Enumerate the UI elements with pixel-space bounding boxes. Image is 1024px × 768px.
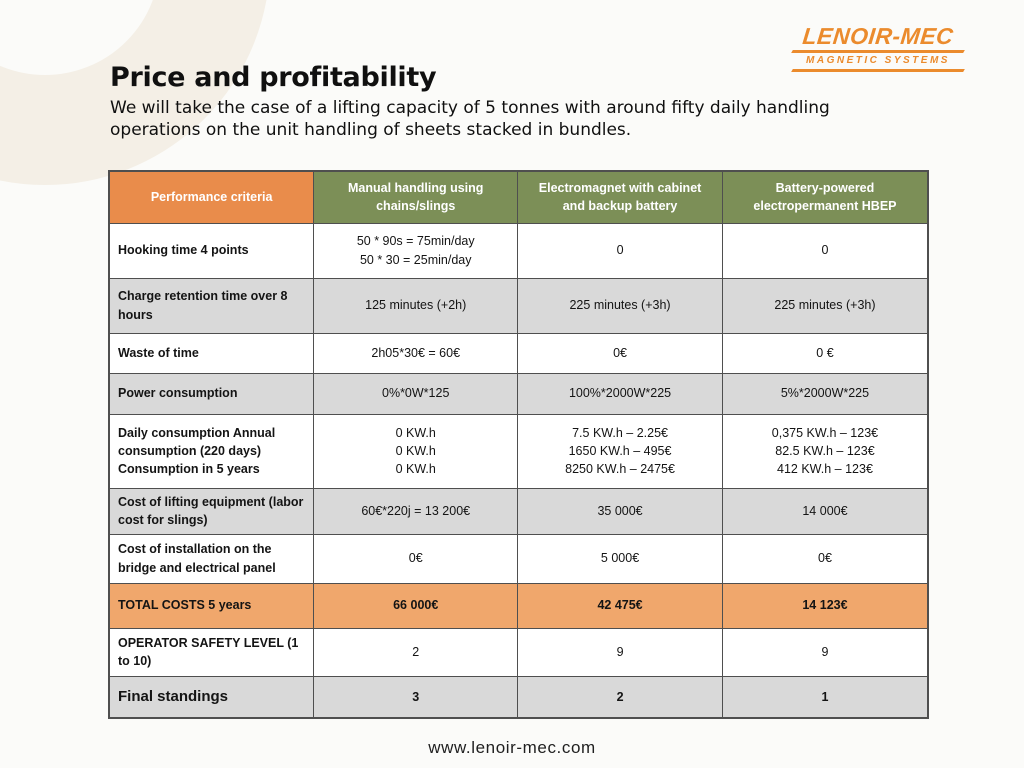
table-cell: 60€*220j = 13 200€ [313,487,519,535]
title-block: Price and profitability We will take the… [110,62,900,142]
row-label: Daily consumption Annual consumption (22… [108,413,315,489]
table-cell: 66 000€ [313,582,519,629]
table-cell: 9 [721,627,929,677]
table-cell: 0 € [721,332,929,374]
row-label: Final standings [108,675,315,719]
row-label: OPERATOR SAFETY LEVEL (1 to 10) [108,627,315,677]
row-label: Power consumption [108,372,315,415]
table-cell: 35 000€ [517,487,723,535]
table-row-total-costs: TOTAL COSTS 5 years 66 000€ 42 475€ 14 1… [108,582,929,629]
table-row-charge-retention: Charge retention time over 8 hours 125 m… [108,277,929,334]
column-header-electromagnet: Electromagnet with cabinet and backup ba… [517,170,723,224]
row-label: Cost of installation on the bridge and e… [108,533,315,584]
table-row-operator-safety: OPERATOR SAFETY LEVEL (1 to 10) 2 9 9 [108,627,929,677]
logo-brand-text: LENOIR-MEC [801,23,955,49]
row-label: Charge retention time over 8 hours [108,277,315,334]
table-cell: 100%*2000W*225 [517,372,723,415]
row-label: Cost of lifting equipment (labor cost fo… [108,487,315,535]
row-label: Waste of time [108,332,315,374]
table-cell: 0€ [721,533,929,584]
table-cell: 225 minutes (+3h) [721,277,929,334]
column-header-battery-hbep: Battery-powered electropermanent HBEP [721,170,929,224]
table-row-cost-installation: Cost of installation on the bridge and e… [108,533,929,584]
logo-divider-top [791,50,965,53]
table-cell: 2 [517,675,723,719]
table-cell: 0 KW.h 0 KW.h 0 KW.h [313,413,519,489]
table-cell: 50 * 90s = 75min/day 50 * 30 = 25min/day [313,222,519,279]
logo-tagline-text: MAGNETIC SYSTEMS [806,55,950,66]
website-url: www.lenoir-mec.com [428,738,596,757]
table-cell: 0 [721,222,929,279]
table-row-hooking-time: Hooking time 4 points 50 * 90s = 75min/d… [108,222,929,279]
table-cell: 225 minutes (+3h) [517,277,723,334]
page-title: Price and profitability [110,62,437,93]
table-cell: 0%*0W*125 [313,372,519,415]
table-cell: 42 475€ [517,582,723,629]
table-cell: 2h05*30€ = 60€ [313,332,519,374]
table-cell: 3 [313,675,519,719]
table-cell: 14 123€ [721,582,929,629]
table-cell: 0€ [313,533,519,584]
column-header-performance-criteria: Performance criteria [108,170,315,224]
table-cell: 14 000€ [721,487,929,535]
comparison-table: Performance criteria Manual handling usi… [108,170,929,719]
table-cell: 1 [721,675,929,719]
table-cell: 0 [517,222,723,279]
table-row-power-consumption: Power consumption 0%*0W*125 100%*2000W*2… [108,372,929,415]
table-cell: 2 [313,627,519,677]
table-cell: 7.5 KW.h – 2.25€ 1650 KW.h – 495€ 8250 K… [517,413,723,489]
page-subtitle: We will take the case of a lifting capac… [110,98,830,140]
company-logo: LENOIR-MEC MAGNETIC SYSTEMS [791,23,965,74]
table-cell: 0€ [517,332,723,374]
table-cell: 5%*2000W*225 [721,372,929,415]
table-cell: 9 [517,627,723,677]
table-cell: 125 minutes (+2h) [313,277,519,334]
row-label: Hooking time 4 points [108,222,315,279]
table-cell: 0,375 KW.h – 123€ 82.5 KW.h – 123€ 412 K… [721,413,929,489]
table-cell: 5 000€ [517,533,723,584]
table-row-final-standings: Final standings 3 2 1 [108,675,929,719]
table-row-daily-consumption: Daily consumption Annual consumption (22… [108,413,929,489]
table-header-row: Performance criteria Manual handling usi… [108,170,929,224]
table-row-cost-lifting-equipment: Cost of lifting equipment (labor cost fo… [108,487,929,535]
column-header-manual-handling: Manual handling using chains/slings [313,170,519,224]
footer: www.lenoir-mec.com [0,738,1024,758]
row-label: TOTAL COSTS 5 years [108,582,315,629]
table-row-waste-of-time: Waste of time 2h05*30€ = 60€ 0€ 0 € [108,332,929,374]
